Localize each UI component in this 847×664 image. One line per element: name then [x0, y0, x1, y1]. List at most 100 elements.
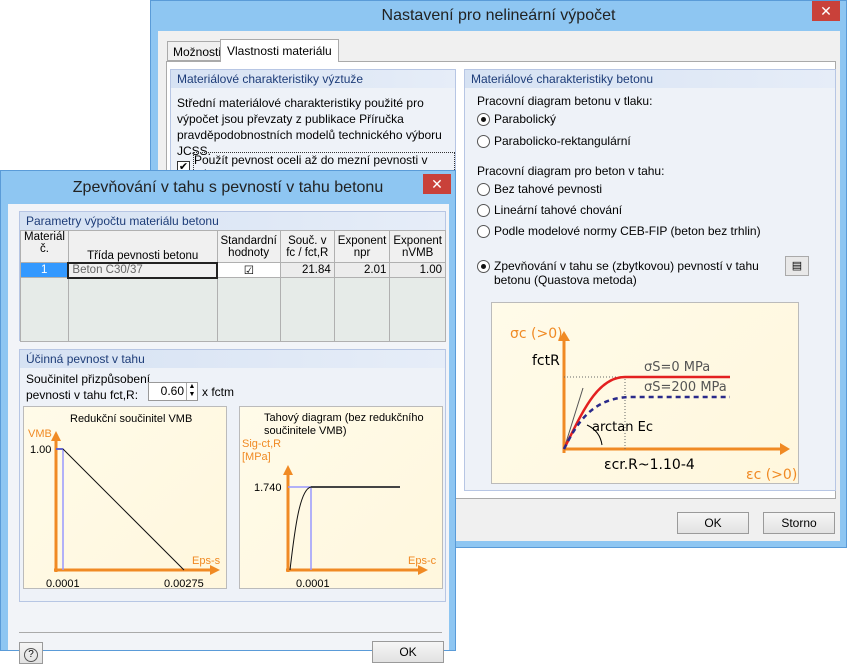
y-arrow	[283, 465, 293, 475]
spinner-arrows-icon[interactable]: ▲ ▼	[186, 383, 197, 400]
chart-title: Redukční součinitel VMB	[70, 413, 192, 425]
ok-button[interactable]: OK	[677, 512, 749, 534]
radio-label: Bez tahové pevnosti	[494, 182, 603, 196]
radio-icon	[477, 225, 490, 238]
x-axis-label: εc (>0)	[746, 467, 797, 483]
params-group: Parametry výpočtu materiálu betonu Mater…	[19, 211, 446, 342]
dialog-title: Zpevňování v tahu s pevností v tahu beto…	[72, 179, 384, 196]
radio-selected-icon	[477, 260, 490, 273]
vmb-chart-svg: Redukční součinitel VMB VMB 1.00 Eps-s 0…	[28, 413, 221, 590]
cell-coefficient[interactable]: 21.84	[279, 262, 335, 278]
cell-npr[interactable]: 2.01	[333, 262, 391, 278]
tension-curve	[289, 486, 312, 571]
radio-label: Parabolicko-rektangulární	[494, 134, 631, 148]
y-axis-label-1: Sig-ct,R	[242, 438, 281, 450]
storno-button[interactable]: Storno	[763, 512, 835, 534]
eps-cr-label: εcr.R~1.10-4	[604, 457, 695, 473]
x-arrow	[418, 565, 428, 575]
x-arrow	[210, 565, 220, 575]
effective-strength-group: Účinná pevnost v tahu Součinitel přizpůs…	[19, 349, 446, 602]
radio-ceb-fip[interactable]: Podle modelové normy CEB-FIP (beton bez …	[477, 224, 761, 238]
radio-no-tension[interactable]: Bez tahové pevnosti	[477, 182, 602, 196]
steel-description: Střední materiálové charakteristiky použ…	[177, 96, 442, 158]
dialog-divider	[19, 632, 442, 633]
angle-arc	[586, 424, 603, 446]
params-group-title: Parametry výpočtu materiálu betonu	[20, 212, 445, 230]
concrete-group: Materiálové charakteristiky betonu Praco…	[464, 69, 836, 491]
tangent-line	[563, 387, 584, 450]
coefficient-input[interactable]: 0.60	[160, 384, 184, 398]
checkbox-checked-icon[interactable]: ☑	[243, 265, 255, 277]
curve-sigma-200	[562, 395, 730, 450]
dialog-close-button[interactable]: ✕	[423, 174, 451, 194]
edit-settings-button[interactable]: ▤	[785, 256, 809, 276]
dialog-ok-button[interactable]: OK	[372, 641, 444, 663]
curve-sigma-0	[562, 375, 730, 450]
x-tick-label: 0.0001	[296, 578, 330, 590]
quast-diagram-svg: σc (>0) fctR σS=0 MPa σS=200 MPa arctan …	[510, 326, 797, 483]
coefficient-label-1: Součinitel přizpůsobení	[26, 372, 151, 386]
vmb-series-line	[56, 448, 185, 571]
chart-title-line1: Tahový diagram (bez redukčního	[264, 412, 424, 424]
help-icon: ?	[24, 648, 38, 662]
coefficient-suffix: x fctm	[202, 385, 234, 399]
radio-parabolic[interactable]: Parabolický	[477, 112, 556, 126]
col-standard: Standardní hodnoty	[216, 230, 281, 263]
guide-lines	[564, 376, 626, 449]
y-axis-label-2: [MPa]	[242, 451, 271, 463]
radio-linear-tension[interactable]: Lineární tahové chování	[477, 203, 622, 217]
radio-tension-stiffening[interactable]: Zpevňování v tahu se (zbytkovou) pevnost…	[477, 259, 777, 287]
tension-stiffening-dialog: Zpevňování v tahu s pevností v tahu beto…	[0, 170, 456, 664]
x-axis-label: Eps-c	[408, 555, 437, 567]
tab-moznosti[interactable]: Možnosti	[167, 41, 228, 61]
cell-nvmb[interactable]: 1.00	[389, 262, 446, 278]
x-tick-label: 0.0001	[46, 578, 80, 590]
radio-icon	[477, 183, 490, 196]
arctan-label: arctan Ec	[592, 420, 653, 435]
radio-label: Parabolický	[494, 112, 557, 126]
radio-icon	[477, 135, 490, 148]
edit-dialog-icon: ▤	[791, 260, 803, 272]
radio-parabolic-rectangular[interactable]: Parabolicko-rektangulární	[477, 134, 631, 148]
table-row[interactable]: 1 Beton C30/37 ☑ 21.84 2.01 1.00	[20, 261, 446, 279]
cell-strength-class[interactable]: Beton C30/37	[67, 261, 219, 279]
chart-title-line2: součinitele VMB)	[264, 425, 347, 437]
x-tick-label: 0.00275	[164, 578, 204, 590]
cell-material-no[interactable]: 1	[20, 262, 69, 278]
sigma-0-label: σS=0 MPa	[644, 360, 710, 375]
y-tick-label: 1.00	[30, 444, 51, 456]
main-title: Nastavení pro nelineární výpočet	[381, 7, 616, 24]
radio-label: Lineární tahové chování	[494, 203, 623, 217]
radio-label: Podle modelové normy CEB-FIP (beton bez …	[494, 224, 761, 238]
main-close-button[interactable]: ✕	[812, 1, 840, 21]
steel-group-title: Materiálové charakteristiky výztuže	[171, 70, 455, 88]
y-arrow	[558, 331, 570, 341]
coefficient-label-2: pevnosti v tahu fct,R:	[26, 388, 139, 402]
x-axis-label: Eps-s	[192, 555, 221, 567]
concrete-group-title: Materiálové charakteristiky betonu	[465, 70, 835, 88]
fctr-label: fctR	[532, 353, 560, 369]
col-coefficient: Souč. v fc / fct,R	[279, 230, 335, 263]
col-npr: Exponent npr	[333, 230, 391, 263]
params-table: Materiál č. Třída pevnosti betonu Standa…	[20, 230, 446, 342]
radio-selected-icon	[477, 113, 490, 126]
col-material-no: Materiál č.	[20, 230, 69, 263]
effective-strength-title: Účinná pevnost v tahu	[20, 350, 445, 368]
help-button[interactable]: ?	[19, 642, 43, 664]
tab-vlastnosti-materialu[interactable]: Vlastnosti materiálu	[220, 39, 339, 62]
quast-diagram: σc (>0) fctR σS=0 MPa σS=200 MPa arctan …	[491, 302, 799, 484]
radio-icon	[477, 204, 490, 217]
y-tick-label: 1.740	[254, 482, 282, 494]
main-window: Nastavení pro nelineární výpočet ✕ Možno…	[150, 0, 847, 548]
col-nvmb: Exponent nVMB	[389, 230, 446, 263]
dialog-body: Parametry výpočtu materiálu betonu Mater…	[8, 204, 449, 664]
col-strength-class: Třída pevnosti betonu	[67, 230, 218, 263]
compression-label: Pracovní diagram betonu v tlaku:	[477, 94, 653, 108]
vmb-chart: Redukční součinitel VMB VMB 1.00 Eps-s 0…	[23, 406, 227, 590]
tension-chart-svg: Tahový diagram (bez redukčního součinite…	[242, 412, 437, 590]
coefficient-spinner[interactable]: 0.60 ▲ ▼	[148, 382, 198, 401]
x-arrow	[780, 443, 790, 455]
cell-standard[interactable]: ☑	[216, 262, 281, 278]
y-arrow	[51, 431, 61, 441]
radio-label: Zpevňování v tahu se (zbytkovou) pevnost…	[494, 259, 759, 287]
